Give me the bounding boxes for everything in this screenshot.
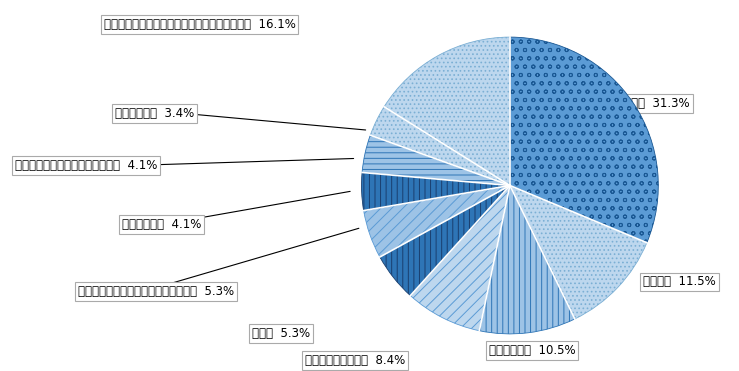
- Text: 建設業  5.3%: 建設業 5.3%: [252, 327, 310, 341]
- Text: 電気・ガス・水道・廃棄物処理業  4.1%: 電気・ガス・水道・廃棄物処理業 4.1%: [15, 158, 157, 172]
- Wedge shape: [384, 37, 510, 186]
- Wedge shape: [510, 37, 658, 243]
- Text: 専門・科学技術、業務支援サービス業  5.3%: 専門・科学技術、業務支援サービス業 5.3%: [78, 285, 234, 298]
- Text: 製造業  31.3%: 製造業 31.3%: [624, 97, 690, 111]
- Text: 金融・保険業  3.4%: 金融・保険業 3.4%: [115, 106, 194, 120]
- Text: 不動産業  11.5%: 不動産業 11.5%: [643, 275, 715, 289]
- Wedge shape: [380, 186, 510, 296]
- Wedge shape: [510, 186, 647, 319]
- Wedge shape: [370, 107, 510, 186]
- Wedge shape: [410, 186, 510, 331]
- Text: 卸売・小売業  10.5%: 卸売・小売業 10.5%: [488, 344, 576, 357]
- Text: 保健衛生・社会事業  8.4%: 保健衛生・社会事業 8.4%: [304, 354, 405, 367]
- Wedge shape: [364, 186, 510, 257]
- Text: 運輸・郵便業  4.1%: 運輸・郵便業 4.1%: [122, 218, 201, 231]
- Text: その他（輸入品に課される税・関税等を含む）  16.1%: その他（輸入品に課される税・関税等を含む） 16.1%: [103, 17, 296, 31]
- Wedge shape: [362, 135, 510, 186]
- Wedge shape: [361, 173, 510, 211]
- Wedge shape: [480, 186, 575, 334]
